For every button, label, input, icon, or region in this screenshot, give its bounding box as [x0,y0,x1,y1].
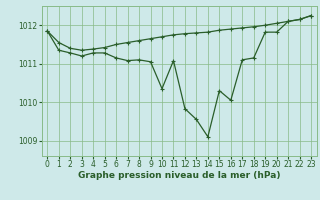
X-axis label: Graphe pression niveau de la mer (hPa): Graphe pression niveau de la mer (hPa) [78,171,280,180]
